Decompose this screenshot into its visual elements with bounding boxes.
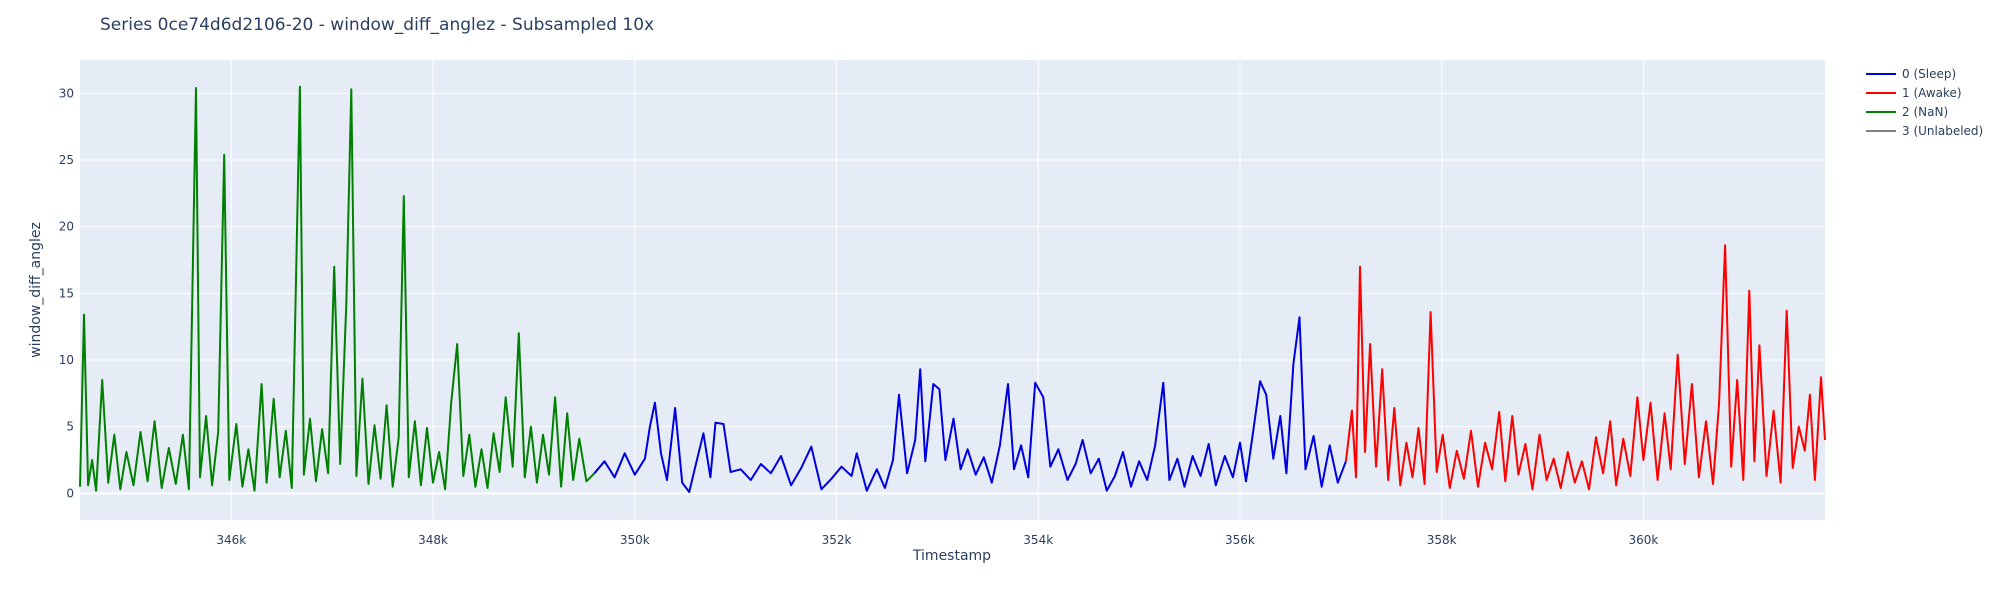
y-tick-label: 25 — [59, 153, 74, 167]
legend[interactable]: 0 (Sleep) 1 (Awake) 2 (NaN) 3 (Unlabeled) — [1866, 67, 1983, 138]
x-axis-label: Timestamp — [912, 548, 991, 564]
y-axis-ticks: 0 5 10 15 20 25 30 — [59, 86, 74, 500]
x-tick-label: 354k — [1023, 533, 1053, 547]
y-tick-label: 5 — [66, 420, 74, 434]
series-line-2-nan — [79, 85, 596, 492]
x-tick-label: 352k — [822, 533, 852, 547]
legend-label: 1 (Awake) — [1902, 86, 1962, 100]
y-tick-label: 15 — [59, 286, 74, 300]
legend-item-3-unlabeled[interactable]: 3 (Unlabeled) — [1866, 124, 1983, 138]
plot-area — [80, 60, 1825, 520]
y-tick-label: 0 — [66, 486, 74, 500]
y-tick-label: 20 — [59, 220, 74, 234]
legend-item-2-nan[interactable]: 2 (NaN) — [1866, 105, 1948, 119]
x-tick-label: 360k — [1629, 533, 1659, 547]
chart-title: Series 0ce74d6d2106-20 - window_diff_ang… — [100, 15, 654, 35]
legend-label: 3 (Unlabeled) — [1902, 124, 1983, 138]
legend-label: 0 (Sleep) — [1902, 67, 1956, 81]
legend-label: 2 (NaN) — [1902, 105, 1948, 119]
legend-item-1-awake[interactable]: 1 (Awake) — [1866, 86, 1962, 100]
legend-item-0-sleep[interactable]: 0 (Sleep) — [1866, 67, 1956, 81]
x-tick-label: 356k — [1225, 533, 1255, 547]
x-tick-label: 350k — [620, 533, 650, 547]
x-tick-label: 358k — [1427, 533, 1457, 547]
x-axis-ticks: 346k 348k 350k 352k 354k 356k 358k 360k — [216, 533, 1658, 547]
x-tick-label: 346k — [216, 533, 246, 547]
series-line-1-awake — [1344, 244, 1826, 491]
y-tick-label: 10 — [59, 353, 74, 367]
series-lines — [79, 85, 1826, 493]
x-tick-label: 348k — [418, 533, 448, 547]
y-tick-label: 30 — [59, 86, 74, 100]
series-line-0-sleep — [593, 316, 1347, 493]
y-axis-label: window_diff_anglez — [28, 222, 44, 358]
